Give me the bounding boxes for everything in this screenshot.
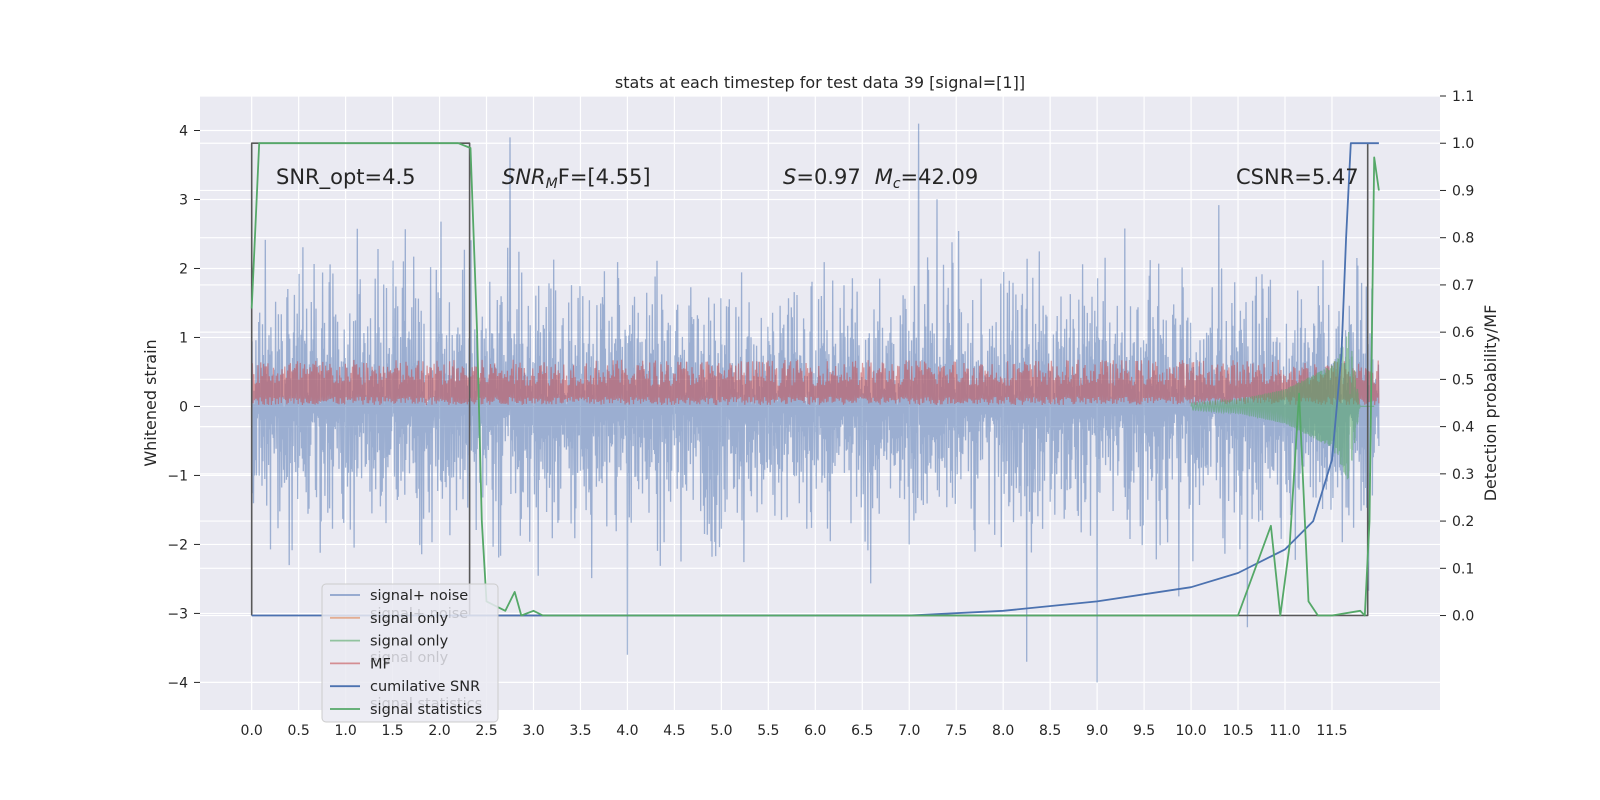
y-tick-label: 0 bbox=[179, 399, 188, 415]
x-tick-label: 1.5 bbox=[381, 723, 403, 739]
x-tick-label: 0.0 bbox=[241, 723, 263, 739]
y2-tick-label: 0.9 bbox=[1452, 183, 1474, 199]
series-cumulative-snr bbox=[251, 142, 1379, 617]
x-tick-label: 2.0 bbox=[428, 723, 450, 739]
legend-label: cumilative SNR bbox=[370, 679, 480, 695]
y-tick-label: 2 bbox=[179, 261, 188, 277]
x-tick-label: 3.5 bbox=[569, 723, 591, 739]
x-tick-label: 8.0 bbox=[992, 723, 1014, 739]
x-tick-label: 9.5 bbox=[1133, 723, 1155, 739]
legend-label: signal statistics bbox=[370, 702, 482, 718]
legend-ghost-label: signal only bbox=[370, 650, 449, 666]
y2-tick-label: 0.4 bbox=[1452, 420, 1474, 436]
x-tick-label: 8.5 bbox=[1039, 723, 1061, 739]
x-tick-label: 4.0 bbox=[616, 723, 638, 739]
y2-tick-label: 0.8 bbox=[1452, 231, 1474, 247]
y2-tick-label: 0.6 bbox=[1452, 325, 1474, 341]
y2-tick-label: 0.1 bbox=[1452, 561, 1474, 577]
annotation-snr-mf: SNRMF=[4.55] bbox=[502, 165, 651, 192]
annotation-snr-opt: SNR_opt=4.5 bbox=[276, 165, 416, 190]
series-signal-only bbox=[1190, 331, 1375, 480]
y-axis-label: Whitened strain bbox=[141, 339, 160, 466]
series-signal-statistics bbox=[250, 142, 1380, 617]
x-tick-label: 11.5 bbox=[1316, 723, 1347, 739]
axes: 0.0 0.5 1.0 1.5 2.0 2.5 3.0 3.5 4.0 4.5 5.0 5.5 6.0 6… bbox=[167, 89, 1474, 739]
x-tick-label: 2.5 bbox=[475, 723, 497, 739]
x-tick-label: 4.5 bbox=[663, 723, 685, 739]
legend-box bbox=[321, 583, 499, 723]
series-mf bbox=[251, 359, 1380, 406]
legend-label: signal only bbox=[370, 634, 449, 650]
y2-tick-label: 1.0 bbox=[1452, 136, 1474, 152]
y-tick-label: 4 bbox=[179, 123, 188, 139]
y-tick-label: −2 bbox=[167, 537, 188, 553]
x-tick-label: 11.0 bbox=[1269, 723, 1300, 739]
y2-axis-label: Detection probability/MF bbox=[1481, 305, 1500, 502]
x-tick-label: 0.5 bbox=[288, 723, 310, 739]
series-signal-noise bbox=[251, 123, 1380, 683]
y2-tick-label: 0.0 bbox=[1452, 609, 1474, 625]
y2-tick-label: 0.3 bbox=[1452, 467, 1474, 483]
x-tick-label: 9.0 bbox=[1086, 723, 1108, 739]
annotation-statistics: S=0.97 Mc=42.09 bbox=[783, 165, 978, 192]
y2-tick-label: 0.7 bbox=[1452, 278, 1474, 294]
x-tick-label: 6.5 bbox=[851, 723, 873, 739]
y-tick-label: −1 bbox=[167, 468, 188, 484]
y-tick-label: −4 bbox=[167, 675, 188, 691]
legend-label: signal only bbox=[370, 611, 449, 627]
legend-label: MF bbox=[370, 656, 391, 672]
x-tick-label: 6.0 bbox=[804, 723, 826, 739]
series-window bbox=[250, 142, 1369, 617]
y-tick-label: 3 bbox=[179, 192, 188, 208]
y-tick-label: −3 bbox=[167, 606, 188, 622]
legend-ghost-label: signal+ noise bbox=[370, 606, 468, 622]
y2-tick-label: 1.1 bbox=[1452, 89, 1474, 105]
x-tick-label: 10.0 bbox=[1175, 723, 1206, 739]
y-tick-label: 1 bbox=[179, 330, 188, 346]
x-tick-label: 7.5 bbox=[945, 723, 967, 739]
x-tick-label: 7.0 bbox=[898, 723, 920, 739]
x-tick-label: 10.5 bbox=[1222, 723, 1253, 739]
x-tick-label: 5.5 bbox=[757, 723, 779, 739]
chart-title: stats at each timestep for test data 39 … bbox=[615, 73, 1025, 92]
annotation-csnr: CSNR=5.47 bbox=[1236, 165, 1359, 189]
x-tick-label: 1.0 bbox=[334, 723, 356, 739]
plot-layer bbox=[250, 123, 1380, 683]
x-tick-label: 3.0 bbox=[522, 723, 544, 739]
legend-label: signal+ noise bbox=[370, 588, 468, 604]
legend-ghost-label: signal statistics bbox=[370, 696, 482, 712]
x-tick-label: 5.0 bbox=[710, 723, 732, 739]
y2-tick-label: 0.5 bbox=[1452, 372, 1474, 388]
y2-tick-label: 0.2 bbox=[1452, 514, 1474, 530]
